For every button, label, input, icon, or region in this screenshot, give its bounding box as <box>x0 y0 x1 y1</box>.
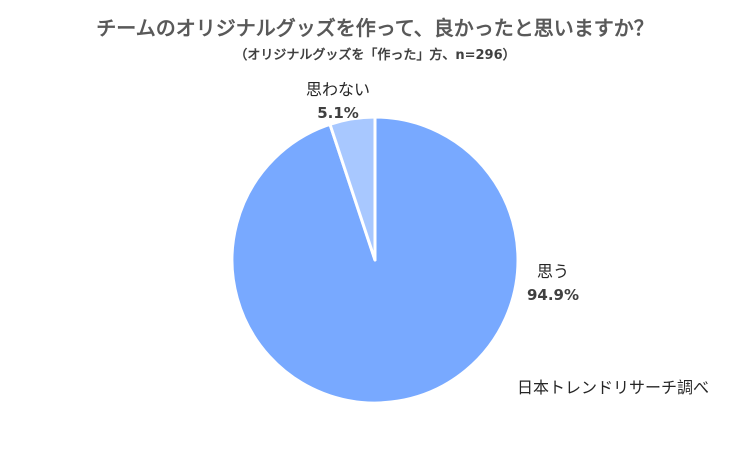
chart-subtitle: （オリジナルグッズを「作った」方、n=296） <box>234 48 516 63</box>
slice-label-no-value: 5.1% <box>317 104 359 122</box>
slice-label-no-name: 思わない <box>306 80 371 99</box>
slice-label-yes-name: 思う <box>536 262 569 281</box>
slice-label-yes-value: 94.9% <box>526 286 580 304</box>
source-note: 日本トレンドリサーチ調べ <box>517 378 710 397</box>
chart-title: チームのオリジナルグッズを作って、良かったと思いますか？ <box>96 16 654 40</box>
pie-slice-no <box>328 115 377 262</box>
slice-label-yes: 思う 94.9% <box>518 258 588 304</box>
slice-label-no: 思わない 5.1% <box>306 76 370 122</box>
